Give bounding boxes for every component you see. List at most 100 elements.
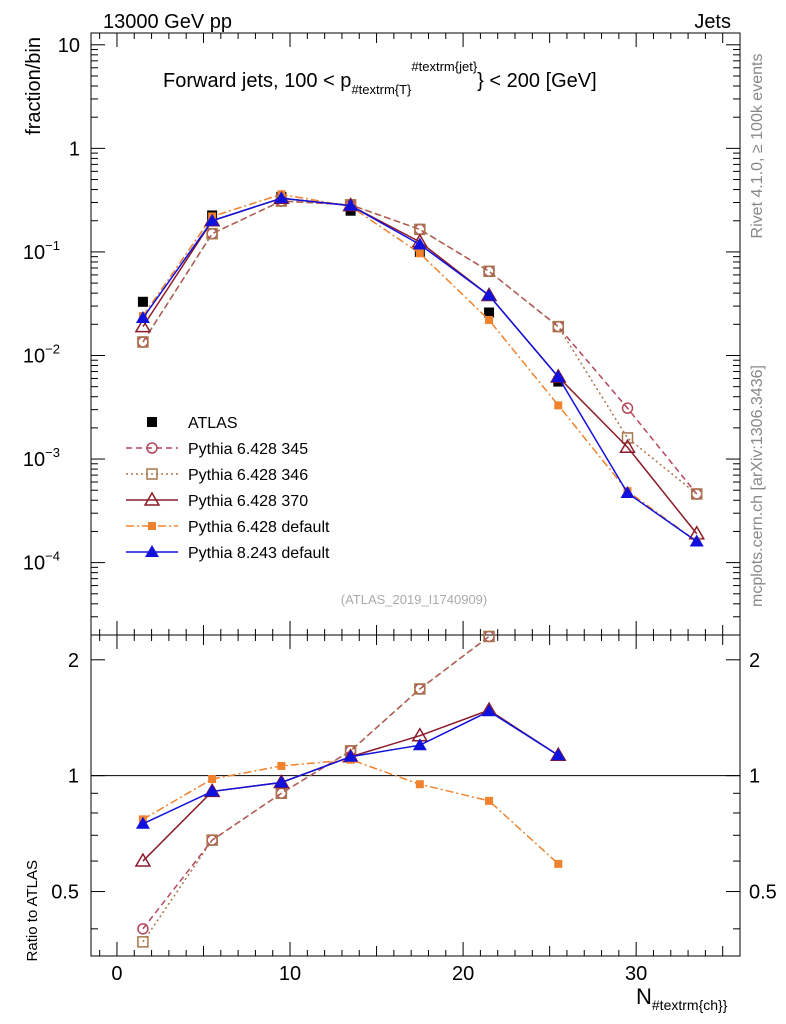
main-point xyxy=(412,237,427,250)
ratio-series-pythia-6-428-345 xyxy=(137,630,495,935)
ratio-point xyxy=(275,787,288,800)
x-tick-label: 20 xyxy=(452,963,474,985)
legend-marker xyxy=(145,545,159,557)
legend-label: Pythia 6.428 default xyxy=(188,519,330,536)
main-point xyxy=(552,320,565,333)
ratio-point xyxy=(485,796,494,805)
y-tick-label: 1 xyxy=(69,138,80,160)
y-tick-label: 10−4 xyxy=(23,549,60,575)
ratio-line xyxy=(142,635,490,943)
ratio-series-pythia-6-428-370 xyxy=(134,701,567,867)
ratio-point xyxy=(137,923,149,935)
main-series-pythia-8-243-default xyxy=(135,191,704,547)
main-title: Forward jets, 100 < p#textrm{T}#textrm{j… xyxy=(163,59,597,97)
x-axis-label: N#textrm{ch}} xyxy=(636,984,728,1013)
legend-entry: Pythia 6.428 345 xyxy=(126,441,308,458)
legend-entry: Pythia 6.428 default xyxy=(126,519,330,536)
main-point xyxy=(621,402,634,414)
ratio-point xyxy=(274,775,289,788)
main-point xyxy=(484,307,495,318)
legend-entry: Pythia 6.428 346 xyxy=(126,467,308,484)
x-tick-label: 10 xyxy=(279,963,301,985)
legend-marker xyxy=(146,442,158,454)
header-right: Jets xyxy=(694,11,731,33)
main-point xyxy=(483,265,495,278)
main-point xyxy=(137,296,148,307)
legend-marker xyxy=(148,522,156,530)
legend-marker xyxy=(146,468,158,480)
main-point xyxy=(135,311,150,324)
ratio-point xyxy=(482,704,497,717)
ratio-series-pythia-6-428-default xyxy=(138,755,563,868)
ratio-point xyxy=(205,784,220,797)
x-axis: 0 10 20 30 xyxy=(99,33,741,985)
legend-marker xyxy=(143,491,161,506)
ratio-y-tick-label-right: 2 xyxy=(749,650,760,672)
main-line xyxy=(142,200,698,495)
main-point xyxy=(134,318,152,333)
y-tick-label: 10−2 xyxy=(23,341,60,367)
legend: ATLAS Pythia 6.428 345 Pythia 6.428 346 Pyt… xyxy=(126,415,330,562)
y-tick-label: 10−3 xyxy=(23,445,60,471)
main-ylabel: fraction/bin xyxy=(23,37,45,135)
ratio-point xyxy=(412,738,427,751)
ratio-point xyxy=(554,859,563,868)
ratio-series-layer xyxy=(134,630,567,948)
mcplots-label: mcplots.cern.ch [arXiv:1306.3436] xyxy=(749,365,766,607)
main-point xyxy=(619,438,636,453)
ratio-point xyxy=(135,816,150,829)
ratio-line xyxy=(142,709,559,862)
main-point xyxy=(552,320,565,333)
ratio-ylabel: Ratio to ATLAS xyxy=(24,860,41,961)
main-point xyxy=(205,213,220,226)
ratio-y-tick-label: 0.5 xyxy=(51,882,79,904)
main-point xyxy=(483,265,495,278)
legend-label: ATLAS xyxy=(188,415,238,432)
ratio-line xyxy=(142,635,490,930)
main-point xyxy=(690,488,703,500)
main-point xyxy=(415,249,424,258)
legend-entry: Pythia 6.428 370 xyxy=(126,491,308,510)
legend-marker xyxy=(147,417,157,427)
ratio-point xyxy=(134,852,152,867)
main-y-axis: 10 1 10−1 10−2 10−3 10−4 xyxy=(23,35,740,636)
ratio-y-tick-label: 1 xyxy=(68,766,79,788)
ratio-series-pythia-8-243-default xyxy=(135,704,566,829)
legend-entry: Pythia 8.243 default xyxy=(126,545,330,562)
main-point xyxy=(551,369,566,382)
ratio-y-tick-label: 2 xyxy=(68,650,79,672)
ratio-point xyxy=(483,630,495,643)
y-tick-label: 10−1 xyxy=(23,238,60,264)
main-series-layer xyxy=(134,189,706,547)
main-point xyxy=(414,223,426,236)
ratio-point xyxy=(137,936,149,948)
header-left: 13000 GeV pp xyxy=(103,11,232,33)
main-point xyxy=(621,432,634,444)
ratio-point xyxy=(551,748,566,761)
main-point xyxy=(343,198,358,211)
ratio-point xyxy=(483,630,495,643)
legend-label: Pythia 6.428 345 xyxy=(188,441,308,458)
ratio-frame xyxy=(90,634,741,957)
legend-label: Pythia 6.428 346 xyxy=(188,467,308,484)
legend-entry: ATLAS xyxy=(147,415,238,432)
ratio-y-tick-label-right: 0.5 xyxy=(749,882,777,904)
ratio-point xyxy=(208,775,217,784)
watermark: (ATLAS_2019_I1740909) xyxy=(341,592,487,607)
main-point xyxy=(482,288,497,301)
ratio-point xyxy=(343,749,358,762)
ratio-point xyxy=(277,761,286,770)
ratio-point xyxy=(206,834,218,846)
legend-label: Pythia 8.243 default xyxy=(188,545,330,562)
main-point xyxy=(689,534,704,547)
legend-label: Pythia 6.428 370 xyxy=(188,493,308,510)
main-point xyxy=(137,336,149,348)
ratio-y-tick-label-right: 1 xyxy=(749,766,760,788)
ratio-point xyxy=(414,683,426,695)
ratio-y-axis: 0.5 0.5 1 1 2 2 xyxy=(51,650,777,930)
x-tick-label: 30 xyxy=(625,963,647,985)
rivet-label: Rivet 4.1.0, ≥ 100k events xyxy=(749,54,766,239)
main-point xyxy=(620,486,635,499)
main-point xyxy=(206,227,218,240)
